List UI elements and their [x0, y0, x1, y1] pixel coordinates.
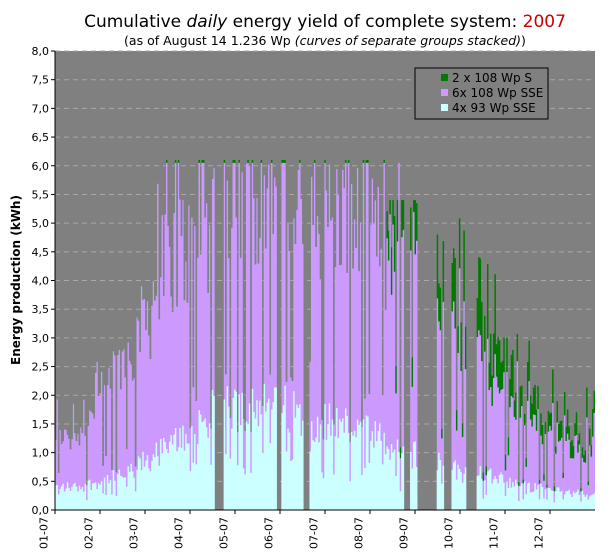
- x-tick-label: 05-07: [218, 517, 231, 549]
- chart-title-prefix: Cumulative: [84, 12, 186, 32]
- legend-label: 2 x 108 Wp S: [452, 71, 532, 85]
- x-tick-label: 10-07: [443, 517, 456, 549]
- series-areas: [55, 160, 595, 510]
- chart-title-year: 2007: [523, 12, 566, 32]
- y-tick-label: 2,5: [32, 361, 50, 374]
- y-tick-label: 5,0: [32, 217, 50, 230]
- x-tick-label: 06-07: [263, 517, 276, 549]
- y-tick-label: 4,0: [32, 275, 50, 288]
- x-tick-label: 03-07: [128, 517, 141, 549]
- legend-label: 6x 108 Wp SSE: [452, 86, 543, 100]
- y-tick-label: 7,5: [32, 74, 50, 87]
- y-tick-label: 5,5: [32, 188, 50, 201]
- legend-label: 4x 93 Wp SSE: [452, 101, 536, 115]
- chart-title-middle: energy yield of complete system:: [227, 12, 522, 32]
- legend-box: [414, 67, 549, 120]
- x-tick-label: 11-07: [488, 517, 501, 549]
- chart-title: Cumulative daily energy yield of complet…: [84, 12, 566, 32]
- x-tick-label: 08-07: [353, 517, 366, 549]
- legend-swatch: [441, 89, 448, 96]
- y-tick-label: 1,5: [32, 418, 50, 431]
- legend-swatch: [441, 74, 448, 81]
- series-area-4x93-sse: [55, 383, 595, 510]
- x-tick-label: 04-07: [173, 517, 186, 549]
- x-axis: 01-07 02-07 03-07 04-07 05-07 06-07 07-07 08-07…: [38, 51, 595, 549]
- series-area-6x108-sse: [55, 162, 595, 510]
- chart-subtitle-end: ): [521, 33, 526, 48]
- y-axis-label: Energy production (kWh): [9, 195, 23, 365]
- chart-title-emph: daily: [187, 12, 229, 32]
- x-tick-label: 07-07: [308, 517, 321, 549]
- y-tick-label: 7,0: [32, 102, 50, 115]
- y-axis: 0,0 0,5 1,0 1,5 2,0 2,5 3,0 3,5 4,0 4,5 5,0 5,5 6,0 6…: [32, 45, 55, 517]
- x-tick-label: 02-07: [83, 517, 96, 549]
- y-tick-label: 0,0: [32, 504, 50, 517]
- chart-subtitle: (as of August 14 1.236 Wp (curves of sep…: [124, 33, 526, 48]
- chart-subtitle-main: (as of August 14 1.236 Wp: [124, 33, 295, 48]
- y-tick-label: 0,5: [32, 475, 50, 488]
- y-tick-label: 6,5: [32, 131, 50, 144]
- y-tick-label: 3,0: [32, 332, 50, 345]
- x-tick-label: 12-07: [533, 517, 546, 549]
- y-tick-label: 4,5: [32, 246, 50, 259]
- chart-subtitle-emph: (curves of separate groups stacked): [295, 33, 521, 48]
- y-tick-label: 2,0: [32, 389, 50, 402]
- y-tick-label: 6,0: [32, 160, 50, 173]
- x-tick-label: 01-07: [38, 517, 51, 549]
- x-tick-label: 09-07: [398, 517, 411, 549]
- y-tick-label: 1,0: [32, 447, 50, 460]
- y-tick-label: 3,5: [32, 303, 50, 316]
- y-tick-label: 8,0: [32, 45, 50, 58]
- legend-swatch: [441, 104, 448, 111]
